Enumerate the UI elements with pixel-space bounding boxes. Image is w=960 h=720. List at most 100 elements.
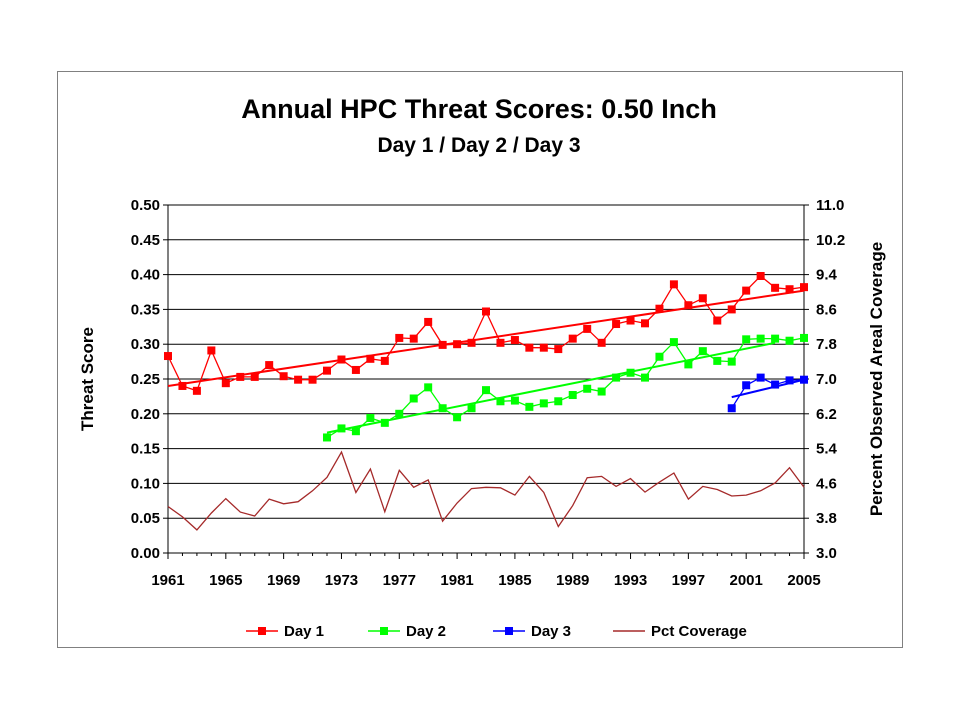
y2-tick-label: 5.4 bbox=[816, 441, 838, 458]
gridlines bbox=[168, 239, 804, 519]
data-point-day-2 bbox=[684, 360, 693, 369]
y2-tick-label: 8.6 bbox=[816, 301, 837, 318]
y2-tick-label: 3.0 bbox=[816, 545, 837, 562]
y-tick-label: 0.30 bbox=[131, 336, 160, 353]
data-point-day-1 bbox=[684, 301, 693, 310]
data-point-day-2 bbox=[742, 335, 751, 344]
data-point-day-1 bbox=[178, 381, 187, 390]
data-point-day-1 bbox=[612, 320, 621, 329]
y2-tick-label: 4.6 bbox=[816, 475, 837, 492]
legend-label-day-2: Day 2 bbox=[406, 623, 446, 640]
data-point-day-1 bbox=[496, 338, 505, 347]
y-tick-label: 0.15 bbox=[131, 441, 160, 458]
data-point-day-2 bbox=[380, 418, 389, 427]
data-point-day-1 bbox=[626, 316, 635, 325]
x-tick-label: 1985 bbox=[498, 572, 531, 589]
data-point-day-2 bbox=[482, 386, 490, 395]
data-point-day-2 bbox=[785, 336, 794, 345]
legend-marker-day-3 bbox=[505, 627, 513, 635]
data-point-day-1 bbox=[713, 316, 722, 325]
chart-title: Annual HPC Threat Scores: 0.50 Inch bbox=[241, 94, 717, 124]
x-tick-label: 1973 bbox=[325, 572, 358, 589]
x-tick-label: 1965 bbox=[209, 572, 242, 589]
data-point-day-2 bbox=[453, 413, 462, 422]
data-point-day-2 bbox=[351, 427, 360, 436]
x-tick-label: 1993 bbox=[614, 572, 647, 589]
data-point-day-1 bbox=[221, 379, 230, 388]
data-point-day-1 bbox=[539, 343, 548, 352]
data-point-day-2 bbox=[756, 334, 765, 343]
data-point-day-2 bbox=[655, 352, 664, 361]
data-point-day-1 bbox=[554, 345, 563, 354]
data-point-day-2 bbox=[698, 347, 707, 356]
data-point-day-1 bbox=[250, 372, 259, 381]
data-point-day-3 bbox=[727, 404, 736, 413]
legend-label-day-3: Day 3 bbox=[531, 623, 571, 640]
data-point-day-2 bbox=[525, 402, 534, 411]
data-point-day-2 bbox=[669, 338, 678, 347]
data-point-day-2 bbox=[496, 397, 505, 406]
x-tick-label: 2001 bbox=[729, 572, 762, 589]
data-point-day-1 bbox=[771, 283, 780, 292]
data-point-day-1 bbox=[525, 343, 534, 352]
data-point-day-1 bbox=[727, 305, 736, 314]
y-tick-label: 0.20 bbox=[131, 406, 160, 423]
y2-tick-label: 7.0 bbox=[816, 371, 837, 388]
data-point-day-2 bbox=[510, 396, 519, 405]
data-point-day-3 bbox=[785, 376, 794, 385]
data-point-day-1 bbox=[698, 294, 707, 303]
data-point-day-1 bbox=[800, 283, 808, 292]
x-tick-label: 1997 bbox=[672, 572, 705, 589]
x-axis-ticks: 1961 1965 1969 1973 1977 1981 1985 1989 1993 1997… bbox=[151, 553, 821, 589]
trendline-day-1 bbox=[167, 289, 805, 387]
data-point-day-1 bbox=[409, 334, 418, 343]
data-point-day-1 bbox=[380, 356, 389, 365]
data-point-day-1 bbox=[395, 333, 404, 342]
data-point-day-1 bbox=[641, 319, 649, 328]
y-tick-label: 0.00 bbox=[131, 545, 160, 562]
data-point-day-1 bbox=[337, 355, 346, 364]
data-point-day-2 bbox=[438, 404, 447, 413]
data-point-day-1 bbox=[424, 317, 433, 326]
data-point-day-1 bbox=[453, 340, 462, 349]
y2-axis-title: Percent Observed Areal Coverage bbox=[867, 242, 886, 516]
y-tick-label: 0.50 bbox=[131, 197, 160, 214]
data-point-day-1 bbox=[207, 346, 216, 355]
y2-tick-label: 6.2 bbox=[816, 406, 837, 423]
data-point-day-2 bbox=[467, 404, 476, 413]
data-point-day-1 bbox=[583, 324, 592, 333]
data-point-day-2 bbox=[409, 394, 418, 403]
y-tick-label: 0.25 bbox=[131, 371, 160, 388]
data-point-day-1 bbox=[655, 304, 664, 313]
y-tick-label: 0.40 bbox=[131, 267, 160, 284]
series-line-day-2 bbox=[326, 337, 805, 439]
data-point-day-1 bbox=[438, 340, 447, 349]
data-point-day-2 bbox=[337, 424, 346, 433]
y2-tick-label: 9.4 bbox=[816, 267, 838, 284]
data-point-day-2 bbox=[713, 356, 722, 365]
data-point-day-2 bbox=[539, 399, 548, 408]
data-point-day-1 bbox=[308, 375, 317, 384]
legend: Day 1 Day 2 Day 3 Pct Coverage bbox=[246, 623, 747, 640]
series-layer bbox=[164, 271, 808, 531]
data-point-day-1 bbox=[785, 285, 794, 294]
data-point-day-1 bbox=[265, 361, 274, 370]
data-point-day-1 bbox=[366, 354, 375, 363]
chart-svg: Annual HPC Threat Scores: 0.50 Inch Day … bbox=[78, 94, 886, 640]
data-point-day-2 bbox=[612, 373, 621, 382]
x-tick-label: 1977 bbox=[383, 572, 416, 589]
y-axis-title: Threat Score bbox=[78, 327, 97, 431]
data-point-day-1 bbox=[510, 336, 519, 345]
data-point-day-1 bbox=[192, 386, 201, 395]
data-point-day-1 bbox=[669, 280, 678, 289]
data-point-day-1 bbox=[756, 271, 765, 280]
data-point-day-2 bbox=[366, 413, 375, 422]
data-point-day-1 bbox=[568, 334, 577, 343]
y-tick-label: 0.35 bbox=[131, 301, 160, 318]
data-point-day-2 bbox=[771, 334, 780, 343]
y-tick-label: 0.45 bbox=[131, 232, 160, 249]
x-tick-label: 1981 bbox=[440, 572, 473, 589]
legend-marker-day-2 bbox=[380, 627, 388, 635]
chart-subtitle: Day 1 / Day 2 / Day 3 bbox=[377, 134, 580, 157]
chart-frame: Annual HPC Threat Scores: 0.50 Inch Day … bbox=[57, 71, 903, 648]
